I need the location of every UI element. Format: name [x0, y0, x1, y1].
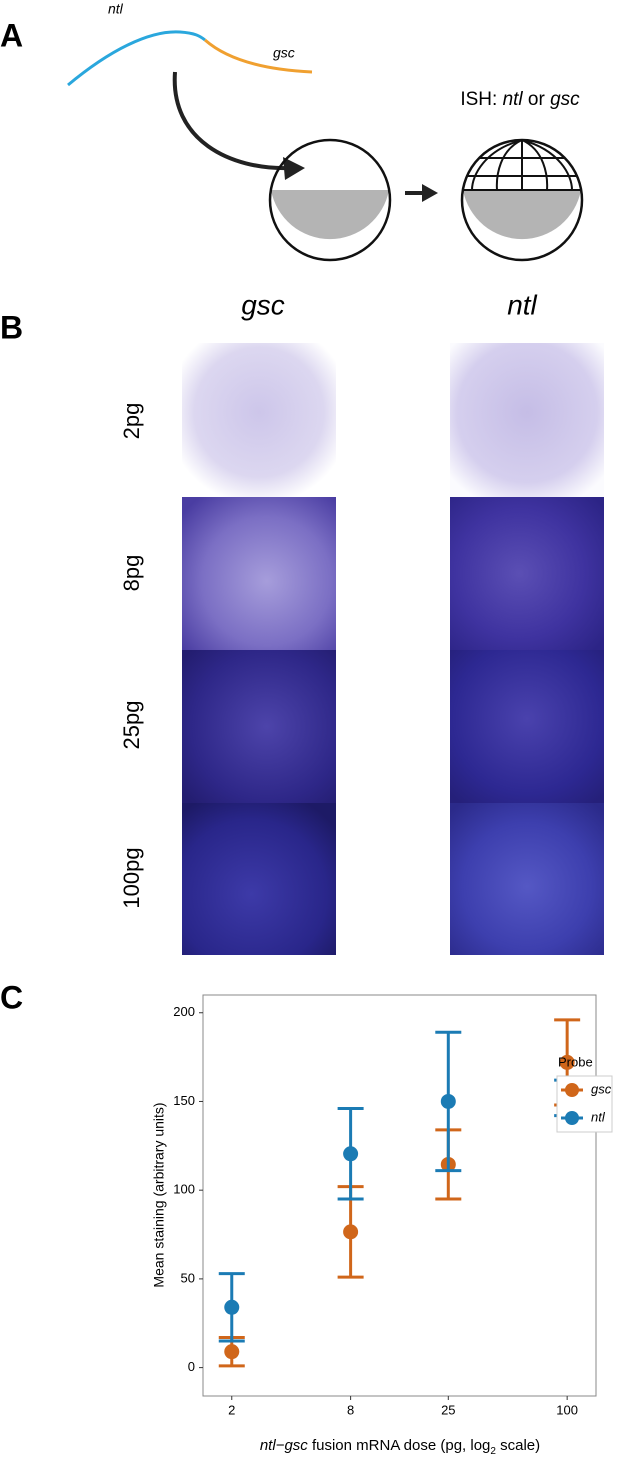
x-label-part: scale)	[496, 1437, 540, 1454]
panel-label: A	[0, 17, 23, 53]
image	[182, 343, 336, 497]
ish-label: ISH: ntl or gsc	[460, 89, 580, 110]
x-label-part: 2	[490, 1446, 496, 1457]
image	[182, 497, 336, 650]
point	[224, 1344, 240, 1360]
legend-label: ntl	[591, 1109, 606, 1124]
y-axis-label: Mean staining (arbitrary units)	[151, 1102, 167, 1287]
y-tick-label: 150	[173, 1093, 195, 1108]
x-tick-label: 25	[441, 1402, 455, 1417]
column-header: ntl	[507, 289, 537, 320]
curve-label: gsc	[273, 45, 295, 61]
x-tick-label: 100	[556, 1402, 578, 1417]
image	[450, 497, 604, 650]
embryo	[460, 138, 584, 262]
curve-ntl	[67, 30, 206, 87]
grid-lines	[463, 139, 581, 191]
x-tick-label: 8	[347, 1402, 354, 1417]
ish-text: or	[523, 89, 550, 110]
point	[440, 1093, 456, 1109]
plot-area	[202, 994, 597, 1397]
panel-label: B	[0, 309, 23, 345]
panel-label: C	[0, 979, 23, 1015]
point	[343, 1224, 359, 1240]
point	[224, 1299, 240, 1315]
point	[343, 1146, 359, 1162]
image	[450, 803, 604, 955]
arrow-head	[422, 184, 438, 202]
arrow-head	[283, 157, 305, 180]
legend-box	[556, 1075, 613, 1133]
row-label: 2pg	[119, 403, 144, 440]
ish-text: ntl	[503, 89, 524, 110]
curve-label: ntl	[108, 1, 124, 17]
row-label: 8pg	[119, 555, 144, 592]
yolk	[463, 190, 581, 240]
image	[182, 803, 336, 955]
yolk	[271, 190, 389, 240]
legend-label: gsc	[591, 1081, 612, 1096]
x-axis-label: ntl−gsc fusion mRNA dose (pg, log2 scale…	[260, 1437, 540, 1457]
image	[182, 650, 336, 803]
x-label-part: fusion mRNA dose (pg, log	[308, 1437, 491, 1454]
row-label: 100pg	[119, 847, 144, 908]
ish-text: ISH:	[460, 89, 502, 110]
legend-title: Probe	[558, 1054, 593, 1069]
image	[450, 343, 604, 497]
x-tick-label: 2	[228, 1402, 235, 1417]
y-tick-label: 200	[173, 1004, 195, 1019]
legend-swatch	[565, 1083, 579, 1097]
image	[450, 650, 604, 803]
y-tick-label: 50	[181, 1270, 195, 1285]
arrow	[172, 71, 291, 171]
column-header: gsc	[241, 289, 285, 320]
y-tick-label: 100	[173, 1182, 195, 1197]
ish-text: gsc	[550, 89, 580, 110]
y-tick-label: 0	[188, 1359, 195, 1374]
legend-swatch	[565, 1111, 579, 1125]
x-label-part: ntl−gsc	[260, 1437, 308, 1454]
row-label: 25pg	[119, 701, 144, 750]
curve-gsc	[204, 38, 313, 74]
embryo	[268, 138, 392, 262]
point	[559, 1054, 575, 1070]
